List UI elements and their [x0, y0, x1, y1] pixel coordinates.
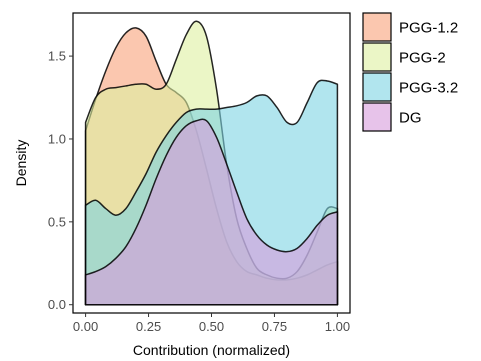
legend-label-pgg-1-2: PGG-1.2 [399, 20, 458, 37]
legend-label-pgg-3-2: PGG-3.2 [399, 80, 458, 97]
x-tick-label: 0.00 [73, 319, 98, 334]
density-area-dg [84, 118, 339, 306]
y-tick-label: 0.0 [48, 297, 66, 312]
x-tick-label: 0.50 [199, 319, 224, 334]
y-axis-title: Density [13, 140, 29, 187]
y-tick-label: 1.5 [48, 49, 66, 64]
legend-swatch-dg [362, 102, 392, 132]
y-tick-label: 0.5 [48, 214, 66, 229]
x-axis-title: Contribution (normalized) [133, 342, 290, 358]
x-axis: 0.00 0.25 0.50 0.75 1.00 [73, 313, 350, 334]
plot-area [84, 20, 339, 306]
y-tick-label: 1.0 [48, 131, 66, 146]
legend-swatch-pgg-3-2 [362, 72, 392, 102]
x-tick-label: 0.75 [262, 319, 287, 334]
legend-label-dg: DG [399, 110, 422, 127]
y-axis: 0.0 0.5 1.0 1.5 [48, 49, 73, 312]
legend-swatch-pgg-1-2 [362, 12, 392, 42]
x-tick-label: 0.25 [136, 319, 161, 334]
x-tick-label: 1.00 [325, 319, 350, 334]
legend-swatch-pgg-2 [362, 42, 392, 72]
legend: PGG-1.2 PGG-2 PGG-3.2 DG [362, 12, 458, 132]
legend-label-pgg-2: PGG-2 [399, 50, 446, 67]
